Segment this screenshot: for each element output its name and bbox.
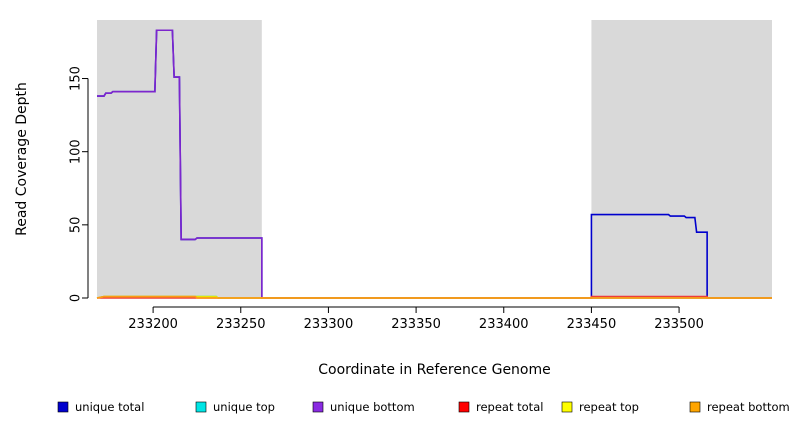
y-axis-title: Read Coverage Depth [14, 82, 30, 236]
x-tick-label: 233200 [128, 317, 178, 332]
legend-label-unique-total: unique total [75, 400, 144, 414]
legend-swatch-repeat-total[interactable] [458, 401, 470, 413]
x-tick-label: 233450 [567, 317, 617, 332]
x-tick-label: 233350 [391, 317, 441, 332]
y-tick-label: 150 [69, 66, 84, 91]
left-repeat-region [97, 20, 262, 298]
shaded-regions [97, 20, 772, 298]
x-tick-label: 233500 [654, 317, 704, 332]
y-tick-label: 0 [69, 294, 84, 302]
legend-label-unique-top: unique top [213, 400, 275, 414]
legend-label-repeat-bottom: repeat bottom [707, 400, 790, 414]
x-tick-label: 233300 [304, 317, 354, 332]
legend-swatch-unique-top[interactable] [195, 401, 207, 413]
legend-swatch-repeat-bottom[interactable] [689, 401, 701, 413]
y-tick-label: 100 [69, 139, 84, 164]
data-series-layer [96, 29, 772, 299]
legend-label-repeat-top: repeat top [579, 400, 639, 414]
legend-swatch-unique-bottom[interactable] [312, 401, 324, 413]
legend-swatch-repeat-top[interactable] [561, 401, 573, 413]
x-axis-title: Coordinate in Reference Genome [318, 362, 551, 378]
x-tick-label: 233250 [216, 317, 266, 332]
series-line-unique-bottom [97, 29, 772, 299]
legend-label-unique-bottom: unique bottom [330, 400, 415, 414]
legend-swatch-unique-total[interactable] [57, 401, 69, 413]
series-line-repeat-bottom [96, 295, 772, 299]
legend-label-repeat-total: repeat total [476, 400, 543, 414]
right-repeat-region [591, 20, 772, 298]
axis-layer: 0 50 100 150 233200 233250 233300 233350 233400 2… [14, 66, 704, 378]
y-tick-label: 50 [69, 217, 84, 234]
chart-legend: unique total unique top unique bottom repea… [57, 400, 790, 414]
x-tick-label: 233400 [479, 317, 529, 332]
